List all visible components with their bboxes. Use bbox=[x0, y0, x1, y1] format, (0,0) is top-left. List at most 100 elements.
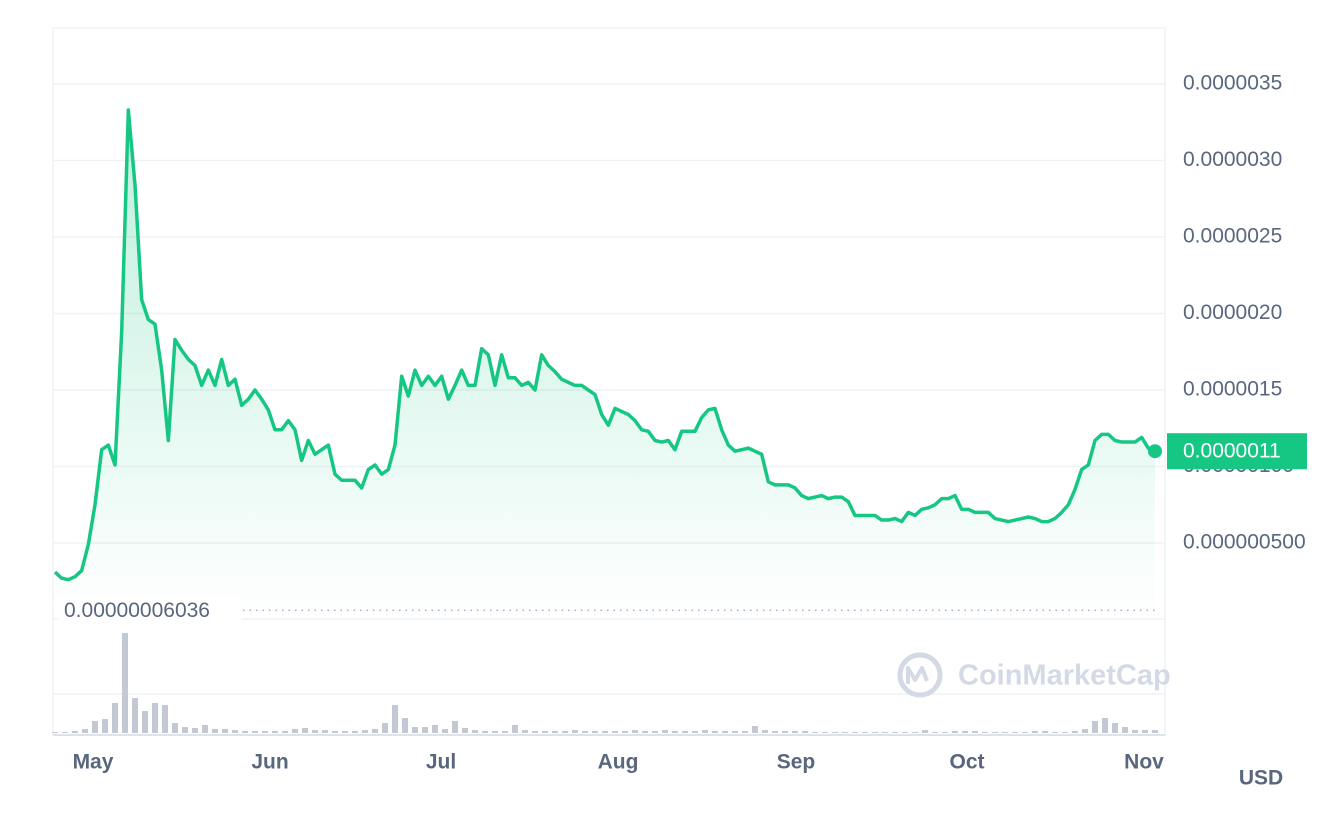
volume-bar bbox=[752, 726, 758, 733]
watermark-logo bbox=[897, 652, 943, 698]
volume-bar bbox=[392, 705, 398, 733]
volume-bar bbox=[542, 731, 548, 733]
volume-bar bbox=[862, 732, 868, 733]
volume-bar bbox=[1002, 732, 1008, 733]
volume-bar bbox=[432, 725, 438, 733]
volume-bar bbox=[472, 730, 478, 733]
volume-bar bbox=[102, 719, 108, 733]
x-tick-label: May bbox=[73, 751, 114, 774]
volume-bar bbox=[242, 731, 248, 733]
volume-bar bbox=[632, 730, 638, 733]
volume-bar bbox=[972, 731, 978, 733]
min-price-label: 0.00000006036 bbox=[64, 599, 210, 622]
watermark: CoinMarketCap bbox=[897, 652, 1171, 698]
volume-bar bbox=[322, 730, 328, 733]
volume-bar bbox=[762, 730, 768, 733]
volume-bar bbox=[162, 705, 168, 733]
volume-bar bbox=[532, 731, 538, 733]
volume-bar bbox=[682, 731, 688, 733]
volume-bar bbox=[262, 731, 268, 733]
volume-bar bbox=[142, 711, 148, 733]
volume-bar bbox=[652, 731, 658, 733]
volume-bar bbox=[62, 732, 68, 733]
volume-bar bbox=[882, 732, 888, 733]
y-tick-label: 0.0000035 bbox=[1183, 72, 1282, 95]
volume-bar bbox=[132, 698, 138, 733]
volume-bar bbox=[942, 732, 948, 733]
volume-bar bbox=[312, 730, 318, 733]
watermark-text: CoinMarketCap bbox=[958, 660, 1171, 692]
volume-bar bbox=[702, 730, 708, 733]
volume-bar bbox=[52, 732, 58, 733]
volume-bar bbox=[1112, 723, 1118, 733]
volume-bar bbox=[582, 731, 588, 733]
volume-bar bbox=[82, 729, 88, 733]
volume-bar bbox=[452, 721, 458, 733]
x-tick-label: Jun bbox=[251, 751, 288, 774]
volume-bar bbox=[892, 732, 898, 733]
volume-bar bbox=[962, 731, 968, 733]
volume-bar bbox=[372, 729, 378, 733]
volume-bar bbox=[482, 731, 488, 733]
volume-bar bbox=[662, 730, 668, 733]
volume-bar bbox=[112, 703, 118, 733]
volume-bar bbox=[522, 730, 528, 733]
volume-bar bbox=[1082, 729, 1088, 733]
volume-bar bbox=[1152, 730, 1158, 733]
volume-bar bbox=[562, 731, 568, 733]
volume-bar bbox=[252, 731, 258, 733]
volume-bar bbox=[952, 731, 958, 733]
volume-bar bbox=[982, 732, 988, 733]
volume-bar bbox=[232, 730, 238, 733]
volume-bar bbox=[1122, 727, 1128, 733]
volume-bar bbox=[1032, 731, 1038, 733]
volume-bar bbox=[782, 731, 788, 733]
volume-bar bbox=[492, 731, 498, 733]
y-tick-label: 0.000000500 bbox=[1183, 531, 1306, 554]
volume-bar bbox=[822, 732, 828, 733]
labels: 0.0000005000.000001000.00000150.00000200… bbox=[58, 72, 1307, 774]
volume-bar bbox=[602, 731, 608, 733]
volume-bar bbox=[802, 731, 808, 733]
volume-bar bbox=[932, 732, 938, 733]
volume-bar bbox=[422, 727, 428, 733]
volume-bar bbox=[1052, 732, 1058, 733]
volume-bar bbox=[772, 731, 778, 733]
volume-bar bbox=[362, 730, 368, 733]
volume-bar bbox=[552, 731, 558, 733]
volume-bar bbox=[442, 729, 448, 733]
volume-bar bbox=[852, 732, 858, 733]
volume-bar bbox=[792, 731, 798, 733]
volume-bar bbox=[512, 725, 518, 733]
volume-bar bbox=[722, 731, 728, 733]
currency-label: USD bbox=[1239, 767, 1283, 790]
x-tick-label: Nov bbox=[1124, 751, 1164, 774]
volume-bar bbox=[212, 729, 218, 733]
volume-bar bbox=[622, 731, 628, 733]
volume-bar bbox=[192, 728, 198, 733]
volume-bar bbox=[412, 727, 418, 733]
volume-bar bbox=[872, 732, 878, 733]
volume-bar bbox=[302, 728, 308, 733]
volume-bar bbox=[1022, 732, 1028, 733]
price-area bbox=[55, 110, 1155, 620]
volume-bar bbox=[182, 727, 188, 733]
volume-bar bbox=[122, 633, 128, 733]
x-tick-label: Jul bbox=[426, 751, 456, 774]
volume-bar bbox=[832, 732, 838, 733]
volume bbox=[52, 633, 1158, 733]
volume-bar bbox=[592, 731, 598, 733]
volume-bar bbox=[672, 731, 678, 733]
volume-bar bbox=[712, 731, 718, 733]
watermark-logo-mark bbox=[906, 666, 929, 684]
volume-bar bbox=[1012, 732, 1018, 733]
volume-bar bbox=[172, 723, 178, 733]
volume-bar bbox=[732, 731, 738, 733]
volume-bar bbox=[202, 725, 208, 733]
volume-bar bbox=[902, 732, 908, 733]
x-tick-label: Sep bbox=[777, 751, 816, 774]
volume-bar bbox=[572, 730, 578, 733]
volume-bar bbox=[922, 730, 928, 733]
volume-bar bbox=[1142, 730, 1148, 733]
